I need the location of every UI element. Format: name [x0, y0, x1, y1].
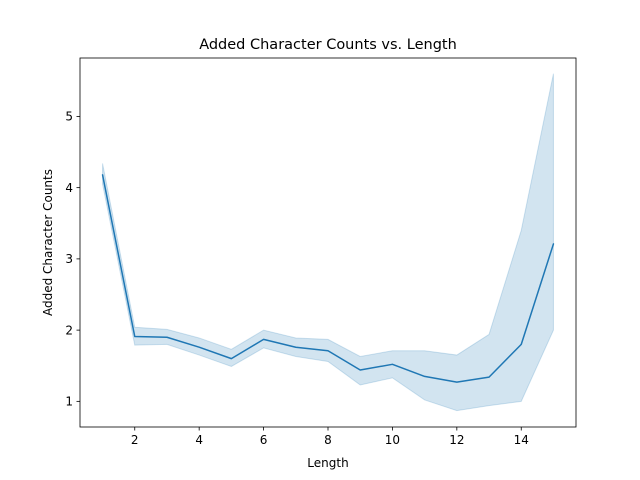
x-tick-label: 8: [324, 433, 332, 447]
data-point: [134, 336, 136, 338]
x-tick-label: 10: [385, 433, 400, 447]
data-point: [295, 346, 297, 348]
y-axis: 1 2 3 4 5: [65, 110, 80, 409]
x-tick-label: 14: [514, 433, 529, 447]
y-tick-label: 4: [65, 181, 73, 195]
y-tick-label: 5: [65, 110, 73, 124]
confidence-band: [102, 73, 554, 412]
x-tick-label: 2: [131, 433, 139, 447]
x-axis: 2 4 6 8 10 12 14: [131, 427, 529, 447]
x-axis-label: Length: [307, 456, 348, 470]
data-point: [166, 336, 168, 338]
x-tick-label: 12: [449, 433, 464, 447]
data-point: [327, 350, 329, 352]
data-point: [456, 381, 458, 383]
data-point: [391, 363, 393, 365]
data-point: [102, 174, 104, 176]
y-tick-label: 1: [65, 395, 73, 409]
data-point: [198, 346, 200, 348]
chart-title: Added Character Counts vs. Length: [199, 37, 457, 53]
x-tick-label: 4: [195, 433, 203, 447]
data-point: [552, 243, 554, 245]
y-tick-label: 3: [65, 252, 73, 266]
data-point: [230, 358, 232, 360]
data-point: [263, 338, 265, 340]
plot-area: [101, 73, 555, 412]
series-line: [101, 174, 555, 383]
x-tick-label: 6: [260, 433, 268, 447]
y-axis-label: Added Character Counts: [41, 169, 55, 316]
data-point: [424, 375, 426, 377]
data-point: [359, 369, 361, 371]
data-point: [520, 343, 522, 345]
data-point: [488, 376, 490, 378]
y-tick-label: 2: [65, 323, 73, 337]
